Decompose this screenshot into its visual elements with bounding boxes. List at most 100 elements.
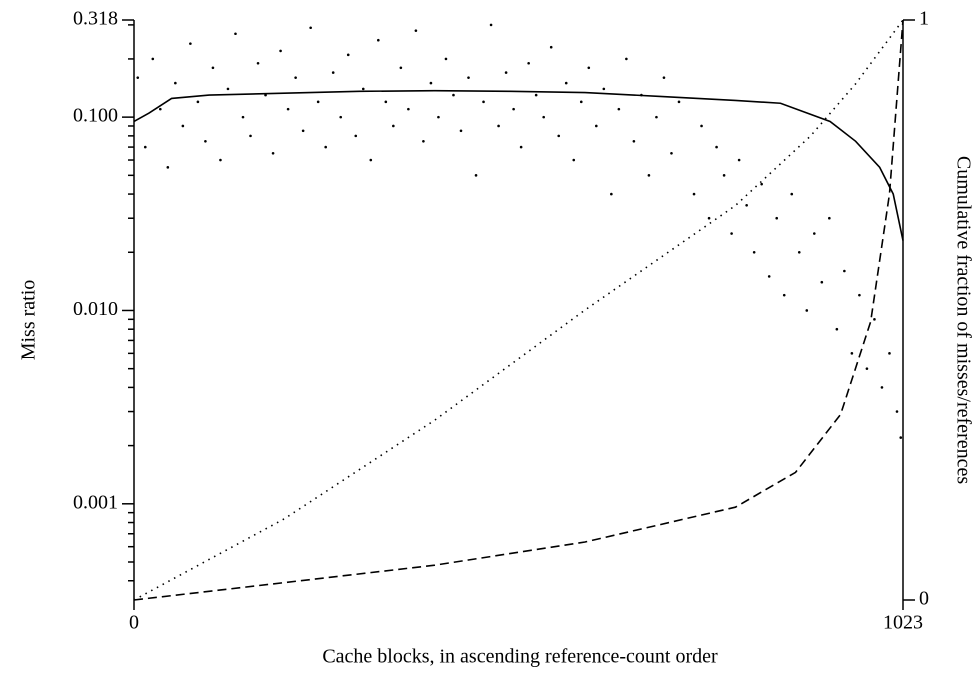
scatter-point (331, 71, 335, 74)
scatter-point (549, 45, 553, 49)
scatter-point (632, 139, 636, 143)
line-dashed (133, 19, 904, 601)
scatter-point (181, 124, 185, 128)
scatter-point (564, 81, 568, 85)
scatter-point (760, 182, 763, 186)
scatter-point (542, 115, 545, 119)
scatter-point (775, 216, 779, 220)
scatter-point (392, 124, 395, 128)
scatter-point (835, 327, 839, 331)
scatter-point (422, 139, 425, 143)
scatter-point (873, 318, 876, 321)
scatter-point (602, 87, 606, 91)
scatter-point (414, 29, 418, 32)
scatter-point (677, 100, 681, 104)
y-tick-label: 0.001 (73, 491, 118, 513)
scatter-point (519, 145, 523, 149)
scatter-point (226, 87, 230, 91)
scatter-point (572, 158, 576, 162)
y2-axis-title: Cumulative fraction of misses/references (952, 156, 974, 484)
scatter-point (752, 250, 756, 254)
scatter-point (429, 81, 433, 85)
scatter-point (662, 76, 666, 79)
scatter-point (790, 192, 794, 196)
scatter-point (309, 26, 312, 30)
y2-tick-label: 1 (919, 8, 929, 30)
scatter-point (286, 107, 290, 111)
scatter-point (249, 134, 252, 138)
scatter-point (715, 145, 718, 149)
scatter-point (271, 152, 275, 155)
scatter-point (159, 107, 162, 111)
line-solid (133, 89, 904, 241)
scatter-point (256, 61, 260, 65)
scatter-point (316, 100, 320, 104)
scatter-point (143, 145, 147, 149)
scatter-point (865, 367, 869, 370)
scatter-point (136, 76, 140, 79)
scatter-point (828, 216, 831, 220)
scatter-point (189, 42, 192, 45)
scatter-point (369, 158, 373, 162)
x-tick-label: 1023 (883, 612, 923, 634)
scatter-point (797, 250, 801, 254)
scatter-point (737, 158, 741, 162)
scatter-point (670, 152, 673, 155)
scatter-point (767, 275, 771, 278)
scatter-point (399, 66, 403, 70)
scatter-point (346, 53, 350, 57)
scatter-point (324, 145, 327, 149)
scatter-point (444, 57, 448, 61)
scatter-point (452, 93, 455, 97)
scatter-point (527, 61, 530, 65)
scatter-point (895, 410, 899, 413)
scatter-point (782, 293, 786, 297)
scatter-point (339, 115, 343, 119)
y-tick-label: 0.318 (73, 8, 118, 30)
line-dotted (133, 19, 904, 601)
scatter-point (587, 66, 591, 70)
scatter-point (722, 174, 726, 177)
x-tick-label: 0 (129, 612, 139, 634)
scatter-point (512, 107, 515, 111)
scatter-point (174, 81, 177, 85)
scatter-point (655, 115, 658, 119)
scatter-point (151, 57, 155, 61)
scatter-point (504, 71, 508, 74)
scatter-point (805, 309, 809, 312)
scatter-point (730, 232, 733, 235)
scatter-point (459, 129, 463, 133)
scatter-point (384, 100, 388, 104)
scatter-point (361, 87, 365, 91)
scatter-point (204, 139, 207, 143)
scatter-point (647, 174, 651, 177)
scatter-point (899, 436, 903, 439)
scatter-point (489, 23, 493, 27)
scatter-point (707, 216, 711, 220)
scatter-point (196, 100, 200, 104)
scatter-point (880, 386, 884, 389)
scatter-point (407, 107, 410, 111)
scatter-point (437, 115, 440, 119)
scatter-point (888, 352, 891, 355)
scatter-point (812, 232, 816, 235)
scatter-point (625, 57, 628, 61)
scatter-point (166, 166, 170, 169)
scatter-point (241, 115, 245, 119)
scatter-point (820, 280, 824, 284)
scatter-point (858, 293, 861, 297)
scatter-point (700, 124, 703, 128)
scatter-point (211, 66, 215, 70)
scatter-point (294, 76, 297, 79)
y2-tick-label: 0 (919, 588, 929, 610)
scatter-point (595, 124, 598, 128)
y-axis-title: Miss ratio (18, 280, 40, 361)
y-tick-label: 0.010 (73, 298, 118, 320)
x-axis-title: Cache blocks, in ascending reference-cou… (322, 646, 718, 668)
scatter-point (534, 93, 538, 97)
scatter-point (467, 76, 470, 79)
scatter-point (745, 203, 748, 207)
scatter-point (617, 107, 621, 111)
scatter-point (377, 38, 380, 42)
